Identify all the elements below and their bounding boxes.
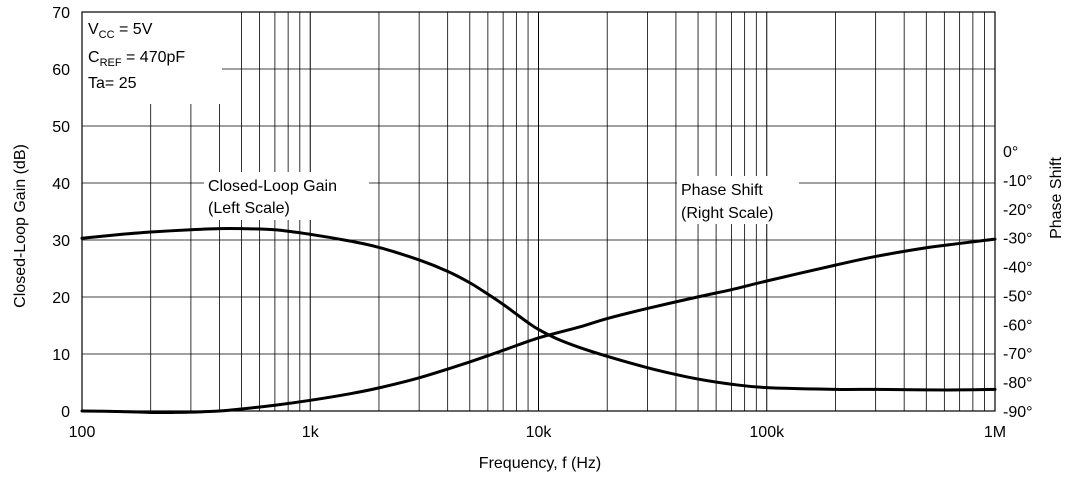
- x-tick-label: 10k: [526, 424, 553, 441]
- plot-frame: [81, 11, 996, 412]
- y2-axis-title: Phase Shift: [1048, 157, 1065, 239]
- cref-value: = 470pF: [122, 49, 186, 66]
- x-tick-label: 100k: [749, 424, 785, 441]
- y-tick-label: 60: [52, 62, 70, 79]
- y-tick-label: 10: [52, 347, 70, 364]
- condition-cref: CREF = 470pF: [88, 49, 185, 69]
- phase-annotation-backdrop: [677, 176, 799, 224]
- x-tick-labels: 100 1k 10k 100k 1M: [69, 424, 1006, 441]
- y-tick-label: 40: [52, 176, 70, 193]
- conditions-box: [82, 12, 222, 104]
- y2-tick-labels: 0° -10° -20° -30° -40° -50° -60° -70° -80° -90°: [1003, 144, 1033, 421]
- y2-tick-label: -10°: [1003, 173, 1033, 190]
- y-tick-label: 20: [52, 290, 70, 307]
- y2-tick-label: 0°: [1003, 144, 1018, 161]
- vcc-subscript: CC: [99, 29, 115, 41]
- y-tick-label: 0: [61, 404, 70, 421]
- y2-tick-label: -80°: [1003, 375, 1033, 392]
- x-tick-label: 100: [69, 424, 96, 441]
- phase-shift-line: [80, 237, 997, 415]
- y2-tick-label: -90°: [1003, 404, 1033, 421]
- x-axis-title: Frequency, f (Hz): [479, 455, 601, 472]
- y-tick-label: 70: [52, 5, 70, 22]
- vcc-symbol: V: [88, 21, 99, 38]
- gain-annotation-line1: Closed-Loop Gain: [208, 178, 337, 195]
- x-tick-label: 1M: [984, 424, 1006, 441]
- y2-tick-label: -40°: [1003, 260, 1033, 277]
- gain-annotation-line2: (Left Scale): [208, 200, 290, 217]
- phase-annotation-line2: (Right Scale): [681, 205, 773, 222]
- y2-tick-label: -30°: [1003, 231, 1033, 248]
- phase-annotation-line1: Phase Shift: [681, 182, 763, 199]
- cref-symbol: C: [88, 49, 100, 66]
- y-tick-labels: 0 10 20 30 40 50 60 70: [52, 5, 70, 421]
- vcc-value: = 5V: [115, 21, 153, 38]
- y-tick-label: 30: [52, 233, 70, 250]
- series-layer: [80, 226, 997, 415]
- x-tick-label: 1k: [302, 424, 320, 441]
- closed-loop-gain-line: [80, 226, 997, 392]
- y2-tick-label: -70°: [1003, 346, 1033, 363]
- y2-tick-label: -50°: [1003, 288, 1033, 305]
- y-axis-title: Closed-Loop Gain (dB): [12, 144, 29, 308]
- gain-annotation-backdrop: [204, 172, 369, 220]
- condition-vcc: VCC = 5V: [88, 21, 153, 41]
- y2-tick-label: -60°: [1003, 317, 1033, 334]
- y-tick-label: 50: [52, 119, 70, 136]
- cref-subscript: REF: [100, 57, 122, 69]
- condition-ta: Ta= 25: [88, 75, 137, 92]
- y2-tick-label: -20°: [1003, 202, 1033, 219]
